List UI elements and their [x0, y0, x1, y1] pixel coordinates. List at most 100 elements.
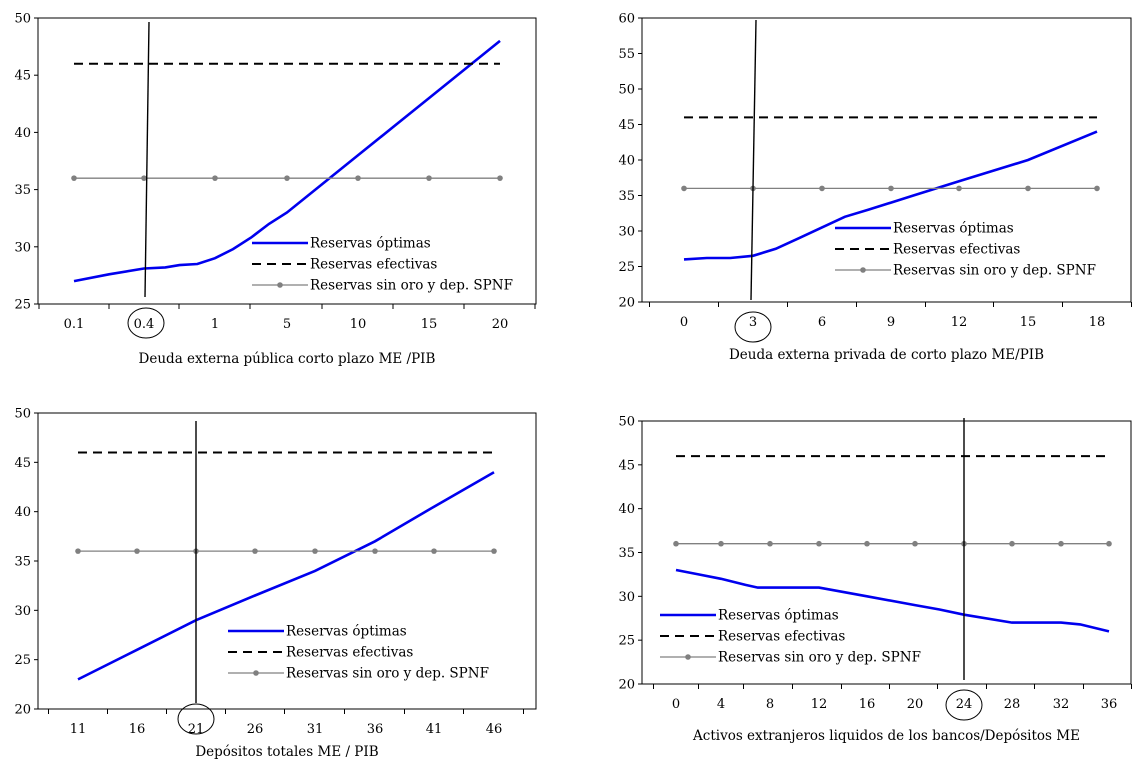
x-tick-label: 41: [426, 722, 443, 737]
plot-frame: [641, 17, 1132, 303]
y-tick-label: 45: [14, 456, 31, 471]
series-marker: [767, 540, 773, 547]
series-marker: [1025, 185, 1031, 192]
y-tick-label: 55: [618, 47, 635, 62]
y-tick-label: 50: [14, 407, 31, 422]
x-tick-label: 1: [211, 317, 219, 332]
legend-marker: [253, 670, 259, 676]
y-tick-label: 30: [14, 240, 31, 255]
x-tick-label: 16: [859, 697, 876, 712]
series-marker: [426, 175, 432, 181]
x-tick-label: 21: [188, 722, 205, 737]
legend-label: Reservas sin oro y dep. SPNF: [286, 666, 489, 682]
y-tick-label: 60: [618, 12, 635, 27]
highlight-circle: [945, 689, 983, 721]
y-tick-label: 35: [618, 189, 635, 204]
legend-label: Reservas sin oro y dep. SPNF: [893, 263, 1096, 279]
x-tick-label: 20: [492, 317, 509, 332]
x-tick-label: 18: [1089, 315, 1106, 330]
legend-label: Reservas óptimas: [310, 236, 431, 252]
x-tick-label: 11: [70, 722, 87, 737]
legend-marker: [860, 267, 866, 273]
series-marker: [864, 540, 870, 547]
highlight-circle: [177, 703, 215, 735]
x-tick-label: 9: [887, 315, 895, 330]
legend-label: Reservas óptimas: [718, 608, 839, 624]
y-tick-label: 45: [618, 118, 635, 133]
y-tick-label: 35: [14, 555, 31, 570]
x-axis-label: Deuda externa privada de corto plazo ME/…: [729, 347, 1044, 363]
series-marker: [284, 175, 290, 181]
x-axis-label: Activos extranjeros liquidos de los banc…: [692, 728, 1080, 744]
series-marker: [372, 548, 378, 554]
y-tick-label: 35: [618, 546, 635, 561]
x-tick-label: 15: [1020, 315, 1037, 330]
x-tick-label: 3: [749, 315, 757, 330]
x-tick-label: 36: [367, 722, 384, 737]
x-tick-label: 0: [672, 697, 680, 712]
series-marker: [212, 175, 218, 181]
series-marker: [491, 548, 497, 554]
legend-label: Reservas sin oro y dep. SPNF: [310, 278, 513, 294]
x-tick-label: 0.4: [134, 317, 155, 332]
y-tick-label: 25: [14, 653, 31, 668]
series-marker: [497, 175, 503, 181]
x-tick-label: 4: [717, 697, 725, 712]
series-marker: [1009, 540, 1015, 547]
series-marker: [1106, 540, 1112, 547]
x-tick-label: 12: [811, 697, 828, 712]
x-tick-label: 0.1: [64, 317, 85, 332]
x-tick-label: 0: [680, 315, 688, 330]
series-marker: [673, 540, 679, 547]
series-marker: [252, 548, 258, 554]
series-marker: [75, 548, 81, 554]
series-marker: [312, 548, 318, 554]
highlight-circle: [734, 311, 772, 343]
series-marker: [912, 540, 918, 547]
y-tick-label: 30: [618, 225, 635, 240]
series-marker: [681, 185, 687, 192]
x-tick-label: 15: [421, 317, 438, 332]
x-tick-label: 12: [951, 315, 968, 330]
x-tick-label: 28: [1004, 697, 1021, 712]
series-marker: [819, 185, 825, 192]
y-tick-label: 40: [618, 154, 635, 169]
series-line-1: [683, 130, 1098, 261]
legend-label: Reservas óptimas: [893, 221, 1014, 237]
plot-frame: [37, 17, 537, 305]
y-tick-label: 20: [618, 678, 635, 693]
series-marker: [956, 185, 962, 192]
series-marker: [888, 185, 894, 192]
chart-panel-4: 20 25 30 35 40 45 50 0 4 8 12 16 20 24 28 32 36 Activos e…: [618, 415, 1132, 744]
series-marker: [355, 175, 361, 181]
series-marker: [141, 175, 147, 181]
legend-marker: [685, 654, 691, 660]
series-marker: [1058, 540, 1064, 547]
series-marker: [431, 548, 437, 554]
legend-label: Reservas efectivas: [893, 242, 1020, 258]
y-tick-label: 25: [618, 260, 635, 275]
x-axis-label: Depósitos totales ME / PIB: [195, 744, 378, 760]
x-tick-label: 5: [283, 317, 291, 332]
x-tick-label: 8: [766, 697, 774, 712]
series-line-1: [675, 568, 1110, 633]
y-tick-label: 25: [14, 298, 31, 313]
y-tick-label: 20: [14, 703, 31, 718]
legend-label: Reservas efectivas: [286, 645, 413, 661]
x-tick-label: 16: [129, 722, 146, 737]
series-line-1: [77, 471, 495, 681]
series-marker: [71, 175, 77, 181]
x-tick-label: 24: [956, 697, 973, 712]
x-tick-label: 20: [907, 697, 924, 712]
series-marker: [718, 540, 724, 547]
x-tick-label: 10: [350, 317, 367, 332]
x-tick-label: 6: [818, 315, 826, 330]
plot-frame: [641, 420, 1132, 685]
y-tick-label: 40: [14, 126, 31, 141]
x-tick-label: 36: [1101, 697, 1118, 712]
chart-panel-3: 20 25 30 35 40 45 50 11 16 21 26 31 36 41 46 Depósitos …: [14, 407, 537, 760]
y-tick-label: 50: [14, 12, 31, 27]
y-tick-label: 25: [618, 634, 635, 649]
x-tick-label: 46: [486, 722, 503, 737]
